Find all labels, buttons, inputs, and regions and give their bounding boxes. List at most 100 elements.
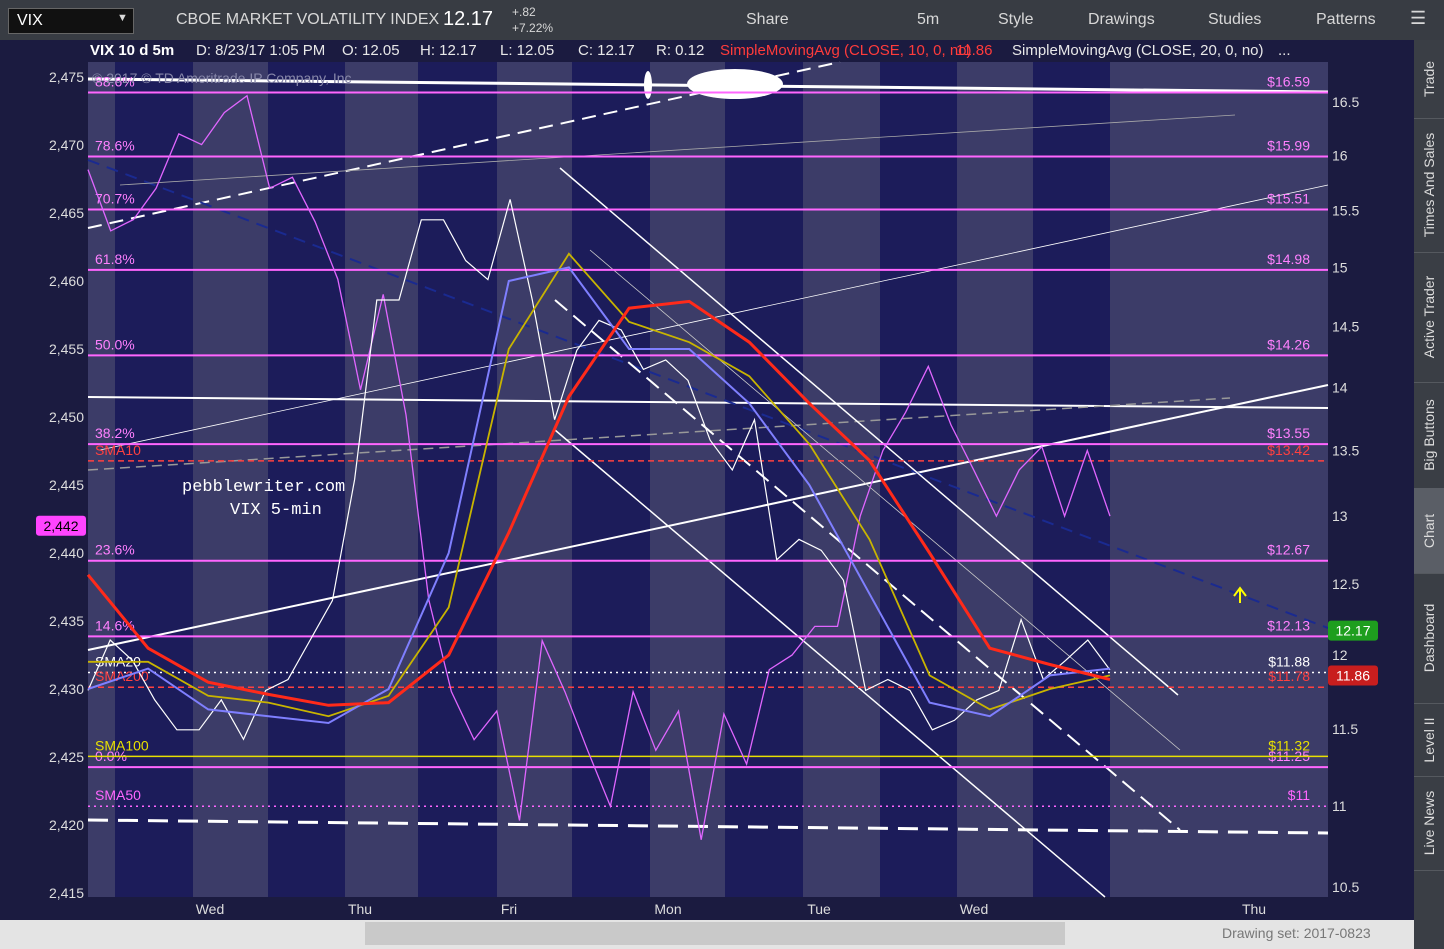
side-tab-label: Chart bbox=[1421, 513, 1437, 548]
side-tab-label: Times And Sales bbox=[1421, 132, 1437, 238]
fib-label: 23.6% bbox=[95, 542, 135, 558]
sma-price: $11.88 bbox=[1268, 654, 1310, 670]
y2-tick-label: 11 bbox=[1332, 798, 1347, 814]
drawings-button[interactable]: Drawings bbox=[1088, 11, 1155, 28]
fib-label: 50.0% bbox=[95, 336, 135, 352]
x-tick-label: Mon bbox=[654, 901, 681, 917]
study-1-value: 11.86 bbox=[956, 42, 993, 59]
channel-line bbox=[554, 429, 1106, 898]
symbol-box[interactable]: VIX ▼ bbox=[8, 8, 134, 34]
fib-price: $14.98 bbox=[1267, 251, 1310, 267]
sma-label: SMA10 bbox=[95, 442, 141, 458]
trend-line bbox=[87, 159, 1329, 629]
sma-price: $11.78 bbox=[1268, 668, 1310, 684]
price-badge-label: 2,442 bbox=[43, 518, 78, 534]
close: C: 12.17 bbox=[578, 42, 635, 59]
side-tab-label: Active Trader bbox=[1421, 275, 1437, 359]
change: +.82 bbox=[512, 5, 536, 19]
fib-price: $12.67 bbox=[1267, 542, 1310, 558]
y2-tick-label: 13.5 bbox=[1332, 443, 1359, 459]
x-tick-label: Thu bbox=[1242, 901, 1266, 917]
fib-label: 70.7% bbox=[95, 190, 135, 206]
session-band bbox=[115, 62, 193, 897]
trend-line bbox=[87, 396, 1329, 409]
fib-price: $12.13 bbox=[1267, 617, 1310, 633]
patterns-button[interactable]: Patterns bbox=[1316, 11, 1376, 28]
study-2: SimpleMovingAvg (CLOSE, 20, 0, no) bbox=[1012, 42, 1264, 59]
annotation: VIX 5-min bbox=[230, 501, 322, 520]
trend-drawings bbox=[87, 61, 1329, 898]
copyright: © 2017 © TD Ameritrade IP Company, Inc bbox=[92, 70, 352, 86]
sma-price: $11 bbox=[1288, 787, 1311, 803]
fib-price: $13.55 bbox=[1267, 425, 1310, 441]
style-button[interactable]: Style bbox=[998, 11, 1034, 28]
menu-button[interactable]: ☰ bbox=[1410, 8, 1427, 28]
y-tick-label: 2,455 bbox=[49, 341, 84, 357]
date: D: 8/23/17 1:05 PM bbox=[196, 42, 326, 59]
description: CBOE MARKET VOLATILITY INDEX bbox=[176, 11, 440, 28]
low: L: 12.05 bbox=[500, 42, 555, 59]
ellipse-drawing bbox=[687, 69, 783, 99]
side-tab[interactable]: Level II bbox=[1414, 703, 1444, 777]
price-badge bbox=[1328, 620, 1378, 641]
symbol: VIX bbox=[17, 12, 43, 29]
range: R: 0.12 bbox=[656, 42, 705, 59]
y2-tick-label: 15 bbox=[1332, 260, 1348, 276]
trend-line bbox=[87, 397, 1231, 471]
price-badge bbox=[36, 515, 86, 536]
side-tabs: Trade Times And Sales Active Trader Big But… bbox=[1414, 40, 1444, 949]
study-1: SimpleMovingAvg (CLOSE, 10, 0, no) bbox=[720, 42, 972, 59]
price-line bbox=[87, 199, 1111, 741]
price-badge-label: 12.17 bbox=[1335, 623, 1370, 639]
side-tab[interactable]: Live News bbox=[1414, 776, 1444, 871]
y2-tick-label: 12 bbox=[1332, 647, 1348, 663]
y2-tick-label: 16 bbox=[1332, 147, 1348, 163]
y2-tick-label: 11.5 bbox=[1332, 721, 1358, 737]
y2-tick-label: 14.5 bbox=[1332, 318, 1359, 334]
side-tab[interactable]: Times And Sales bbox=[1414, 118, 1444, 253]
trend-line bbox=[119, 114, 1236, 186]
trend-line bbox=[87, 384, 1329, 651]
toolbar: VIX ▼ CBOE MARKET VOLATILITY INDEX 12.17 … bbox=[0, 0, 1444, 40]
side-tab[interactable]: Dashboard bbox=[1414, 573, 1444, 704]
y-tick-label: 2,435 bbox=[49, 613, 84, 629]
y-tick-label: 2,430 bbox=[49, 681, 84, 697]
y-tick-label: 2,450 bbox=[49, 409, 84, 425]
channel-line bbox=[559, 167, 1179, 696]
y2-tick-label: 16.5 bbox=[1332, 94, 1359, 110]
y-tick-label: 2,470 bbox=[49, 137, 84, 153]
session-band bbox=[1033, 62, 1110, 897]
fib-price: $14.26 bbox=[1267, 336, 1310, 352]
session-band bbox=[572, 62, 650, 897]
side-tab[interactable]: Chart bbox=[1414, 488, 1444, 574]
y-tick-label: 2,475 bbox=[49, 69, 84, 85]
sma-label: SMA100 bbox=[95, 737, 149, 753]
open: O: 12.05 bbox=[342, 42, 400, 59]
session-band bbox=[880, 62, 957, 897]
sma-label: SMA50 bbox=[95, 787, 141, 803]
side-tab-label: Big Buttons bbox=[1421, 399, 1437, 471]
fib-label: 78.6% bbox=[95, 138, 135, 154]
y2-tick-label: 10.5 bbox=[1332, 879, 1359, 895]
high: H: 12.17 bbox=[420, 42, 477, 59]
studies-button[interactable]: Studies bbox=[1208, 11, 1262, 28]
side-tab-label: Live News bbox=[1421, 790, 1437, 856]
side-tab[interactable]: Active Trader bbox=[1414, 252, 1444, 383]
fib-price: $15.99 bbox=[1267, 138, 1310, 154]
fib-label: 61.8% bbox=[95, 251, 135, 267]
price-badge bbox=[1328, 665, 1378, 686]
price-line bbox=[86, 299, 1111, 707]
x-tick-label: Thu bbox=[348, 901, 372, 917]
side-tab[interactable]: Big Buttons bbox=[1414, 382, 1444, 489]
side-tab[interactable]: Trade bbox=[1414, 40, 1444, 119]
fib-label: 88.6% bbox=[95, 74, 135, 90]
aggregation-button[interactable]: 5m bbox=[917, 11, 940, 28]
x-tick-label: Fri bbox=[501, 901, 517, 917]
fib-price: $16.59 bbox=[1267, 74, 1310, 90]
y-tick-label: 2,425 bbox=[49, 749, 84, 765]
y-tick-label: 2,460 bbox=[49, 273, 84, 289]
scroll-thumb[interactable] bbox=[365, 922, 1065, 945]
share-button[interactable]: Share bbox=[746, 11, 789, 28]
drawing-set: Drawing set: 2017-0823 bbox=[1222, 925, 1371, 941]
y-tick-label: 2,415 bbox=[49, 885, 84, 901]
